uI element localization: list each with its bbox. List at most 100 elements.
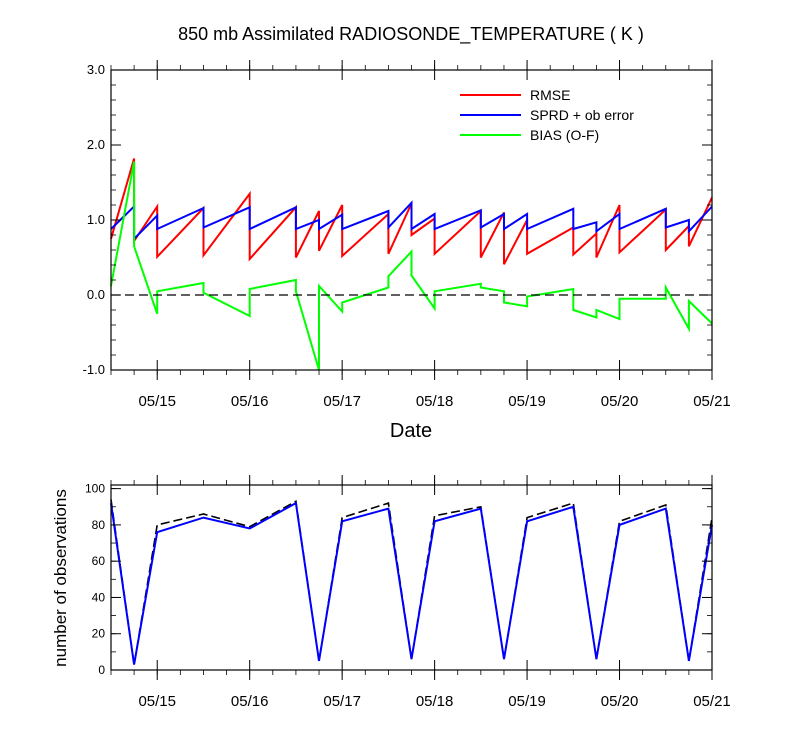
top-data-point-1-7 [249, 207, 251, 209]
top-data-point-0-8 [249, 258, 251, 260]
top-data-point-0-1 [133, 158, 135, 160]
bottom-data-point-1-17 [665, 508, 667, 510]
top-data-point-2-13 [341, 311, 343, 313]
bottom-x-tick-label: 05/16 [231, 693, 269, 710]
bottom-ticks-group: 0 20 40 60 80 100 05/15 05/16 05/17 05/18 05/19 05/… [85, 475, 731, 710]
top-data-point-0-26 [526, 253, 528, 255]
top-data-point-2-29 [596, 317, 598, 319]
top-data-point-1-29 [596, 222, 598, 224]
bottom-data-point-0-14 [573, 502, 575, 504]
chart-title: 850 mb Assimilated RADIOSONDE_TEMPERATUR… [178, 24, 644, 45]
top-data-point-1-21 [480, 210, 482, 212]
bottom-chart: 0 20 40 60 80 100 05/15 05/16 05/17 05/18 05/19 05/… [51, 475, 731, 710]
top-data-point-0-31 [619, 204, 621, 206]
top-data-point-2-30 [596, 309, 598, 311]
bottom-series-line-1 [110, 501, 713, 665]
bottom-y-tick-label: 40 [92, 590, 106, 604]
bottom-data-point-0-17 [665, 504, 667, 506]
bottom-x-tick-label: 05/15 [138, 693, 176, 710]
legend-label-1: SPRD + ob error [530, 107, 634, 123]
top-data-point-0-18 [411, 234, 413, 236]
bottom-data-point-1-3 [203, 517, 205, 519]
top-data-point-0-3 [156, 206, 158, 208]
x-axis-label: Date [390, 420, 432, 442]
top-data-point-0-13 [341, 204, 343, 206]
top-data-point-1-13 [341, 214, 343, 216]
top-y-tick-label: 3.0 [87, 62, 105, 77]
top-x-tick-label: 05/15 [138, 393, 176, 410]
top-data-point-1-14 [341, 228, 343, 230]
top-data-point-2-5 [203, 282, 205, 284]
top-y-tick-label: 2.0 [87, 137, 105, 152]
top-data-point-2-9 [295, 279, 297, 281]
top-data-point-1-20 [434, 228, 436, 230]
top-y-tick-label: -1.0 [83, 362, 105, 377]
top-data-point-1-27 [573, 208, 575, 210]
top-data-point-0-22 [480, 257, 482, 259]
top-series-line-2 [110, 161, 713, 371]
top-data-point-0-34 [665, 249, 667, 251]
top-data-point-2-7 [249, 315, 251, 317]
top-data-point-0-24 [503, 264, 505, 266]
bottom-data-point-1-8 [388, 508, 390, 510]
top-data-point-2-32 [619, 298, 621, 300]
top-data-point-2-21 [480, 283, 482, 285]
bottom-data-point-1-7 [341, 521, 343, 523]
bottom-data-point-1-18 [688, 660, 690, 662]
top-data-point-1-26 [526, 228, 528, 230]
top-x-tick-label: 05/16 [231, 393, 269, 410]
bottom-data-point-1-15 [596, 658, 598, 660]
top-data-point-1-35 [688, 219, 690, 221]
top-data-point-2-20 [434, 291, 436, 293]
bottom-data-point-0-2 [156, 524, 158, 526]
top-data-point-0-10 [295, 257, 297, 259]
top-data-point-2-28 [573, 309, 575, 311]
top-data-point-2-23 [503, 291, 505, 293]
top-data-point-1-3 [156, 215, 158, 217]
top-data-point-2-22 [480, 287, 482, 289]
top-data-point-2-24 [503, 302, 505, 304]
top-data-point-2-19 [434, 308, 436, 310]
top-data-point-1-5 [203, 207, 205, 209]
top-data-point-2-25 [526, 306, 528, 308]
top-data-point-1-4 [156, 228, 158, 230]
top-data-point-2-16 [388, 276, 390, 278]
bottom-data-point-1-9 [411, 658, 413, 660]
top-data-point-2-18 [411, 275, 413, 277]
top-chart: 850 mb Assimilated RADIOSONDE_TEMPERATUR… [83, 24, 731, 442]
top-data-point-0-6 [203, 255, 205, 257]
top-series-line-1 [110, 200, 713, 242]
top-data-point-0-32 [619, 252, 621, 254]
top-data-point-2-17 [411, 251, 413, 253]
top-data-point-1-28 [573, 228, 575, 230]
bottom-y-tick-label: 60 [92, 554, 106, 568]
top-x-tick-label: 05/17 [323, 393, 361, 410]
top-data-point-2-4 [156, 291, 158, 293]
top-y-tick-label: 1.0 [87, 212, 105, 227]
top-x-tick-label: 05/20 [601, 393, 639, 410]
top-data-point-2-26 [526, 296, 528, 298]
top-data-point-1-24 [503, 228, 505, 230]
bottom-data-point-1-2 [156, 531, 158, 533]
bottom-plot-frame [110, 484, 713, 671]
top-data-point-2-3 [156, 313, 158, 315]
top-data-point-2-14 [341, 302, 343, 304]
top-data-point-2-27 [573, 288, 575, 290]
top-data-point-0-16 [388, 253, 390, 255]
bottom-data-point-1-10 [434, 521, 436, 523]
bottom-data-point-1-16 [619, 524, 621, 526]
top-data-point-1-22 [480, 227, 482, 229]
bottom-data-point-0-16 [619, 521, 621, 523]
top-data-point-1-31 [619, 213, 621, 215]
bottom-x-tick-label: 05/18 [416, 693, 454, 710]
top-data-point-2-31 [619, 318, 621, 320]
top-data-point-2-1 [133, 161, 135, 163]
legend-label-2: BIAS (O-F) [530, 127, 599, 143]
top-data-point-2-36 [688, 300, 690, 302]
bottom-data-point-1-11 [480, 508, 482, 510]
bottom-x-tick-label: 05/21 [693, 693, 731, 710]
top-data-point-1-8 [249, 228, 251, 230]
top-x-tick-label: 05/18 [416, 393, 454, 410]
bottom-data-point-1-6 [318, 660, 320, 662]
